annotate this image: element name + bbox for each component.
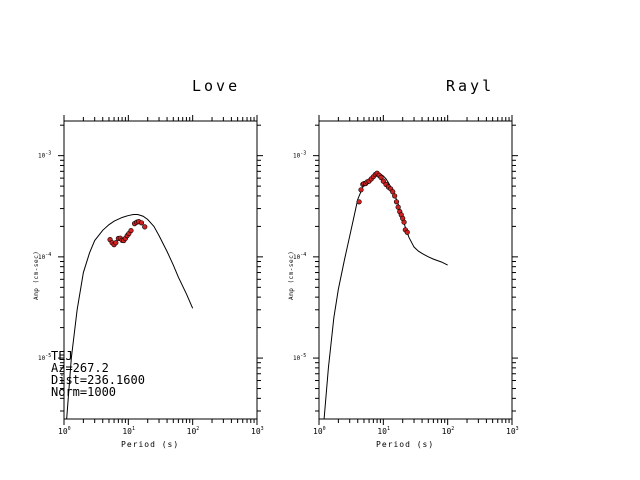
y-tick-label: 10-5 [293, 353, 306, 362]
y-tick-label: 10-4 [293, 252, 306, 261]
love-model-curve [66, 214, 194, 420]
love-plot-frame [63, 120, 258, 420]
x-tick-label: 103 [506, 426, 519, 436]
rayl-data-point [392, 193, 398, 199]
station-azimuth: Az=267.2 [51, 361, 109, 375]
rayl-title: Rayl [446, 77, 494, 95]
rayl-data-point [401, 219, 407, 225]
x-tick-label: 100 [58, 426, 71, 436]
station-norm: Norm=1000 [51, 385, 116, 399]
y-tick-label: 10-3 [293, 151, 306, 160]
x-tick-label: 102 [442, 426, 455, 436]
love-series [66, 214, 194, 420]
rayl-data-point [378, 174, 384, 180]
love-data-point [128, 227, 134, 234]
rayl-data-point [390, 189, 396, 195]
love-panel: Love 100 101 102 103 10-3 10-4 10-5 Period (s)… [33, 77, 264, 449]
rayl-series [323, 170, 448, 420]
love-y-axis-label: Amp (cm-sec) [33, 251, 40, 300]
rayl-data-point [380, 178, 386, 184]
x-tick-label: 102 [187, 426, 200, 436]
y-tick-label: 10-3 [38, 151, 51, 160]
rayl-data-point [393, 199, 400, 205]
love-ticks [58, 115, 263, 425]
rayl-data-point [356, 199, 362, 205]
y-tick-label: 10-5 [38, 353, 51, 362]
station-distance: Dist=236.1600 [51, 373, 145, 387]
rayl-data-point [404, 229, 410, 235]
rayl-panel: Rayl 100 101 102 103 10-3 10-4 10-5 Period (s)… [288, 77, 519, 449]
x-tick-label: 103 [251, 426, 264, 436]
love-data-point [138, 220, 145, 226]
love-x-axis-label: Period (s) [121, 440, 179, 449]
rayl-x-axis-label: Period (s) [376, 440, 434, 449]
x-tick-label: 100 [313, 426, 326, 436]
love-tick-labels: 100 101 102 103 10-3 10-4 10-5 [38, 151, 264, 436]
rayl-data-point [395, 204, 401, 210]
love-title: Love [192, 77, 240, 95]
rayl-ticks [313, 115, 518, 425]
station-name: TEJ [51, 349, 73, 363]
love-data-point [142, 224, 148, 230]
rayl-data-point [358, 187, 364, 193]
rayl-model-curve [323, 172, 448, 420]
x-tick-label: 101 [377, 426, 390, 436]
rayl-plot-frame [318, 120, 513, 420]
station-annotation: TEJ Az=267.2 Dist=236.1600 Norm=1000 [51, 349, 145, 399]
x-tick-label: 101 [122, 426, 135, 436]
rayl-y-axis-label: Amp (cm-sec) [288, 251, 295, 300]
y-tick-label: 10-4 [38, 252, 51, 261]
rayl-tick-labels: 100 101 102 103 10-3 10-4 10-5 [293, 151, 519, 436]
love-data-point [113, 240, 119, 246]
